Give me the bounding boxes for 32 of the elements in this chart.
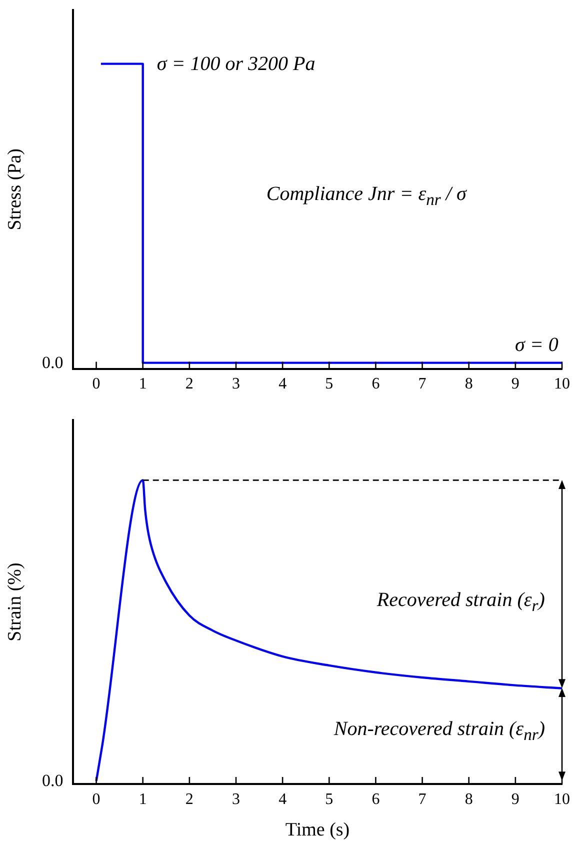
text: 0.0 — [42, 353, 64, 372]
text: 0.0 — [42, 770, 64, 790]
x-tick-label: 3 — [232, 376, 240, 393]
annotation: Non-recovered strain (ε$_{nr}$) — [334, 718, 546, 744]
x-tick-label: 4 — [278, 790, 287, 808]
x-tick-label: 2 — [185, 376, 194, 393]
x-tick-label: 9 — [511, 376, 520, 393]
x-tick-label: 1 — [138, 790, 147, 808]
x-tick-label: 0 — [92, 376, 100, 393]
x-tick-label: 0 — [92, 790, 100, 808]
x-tick-label: 7 — [418, 790, 426, 808]
x-tick-label: 9 — [511, 790, 520, 808]
y-axis-title: Strain (%) — [4, 562, 26, 642]
x-tick-label: 6 — [372, 376, 380, 393]
x-tick-label: 10 — [554, 790, 570, 808]
x-tick-label: 8 — [464, 376, 473, 393]
annotation: Recovered strain (ε$_{r}$) — [376, 588, 545, 614]
x-tick-label: 1 — [138, 376, 147, 393]
annotation: Compliance Jnr = ε$_{nr}$ / σ — [266, 183, 466, 210]
x-tick-label: 2 — [185, 790, 194, 808]
x-tick-label: 4 — [278, 376, 287, 393]
x-axis-title: Time (s) — [285, 820, 350, 841]
x-tick-label: 8 — [464, 790, 473, 808]
x-tick-label: 10 — [554, 376, 570, 393]
x-tick-label: 5 — [325, 376, 334, 393]
x-tick-label: 5 — [325, 790, 334, 808]
x-tick-label: 3 — [232, 790, 240, 808]
x-tick-label: 7 — [418, 376, 426, 393]
annotation: σ = 0 — [515, 334, 558, 356]
y-axis-title: Stress (Pa) — [4, 148, 26, 230]
x-tick-label: 6 — [372, 790, 380, 808]
annotation: σ = 100 or 3200 Pa — [156, 52, 316, 75]
